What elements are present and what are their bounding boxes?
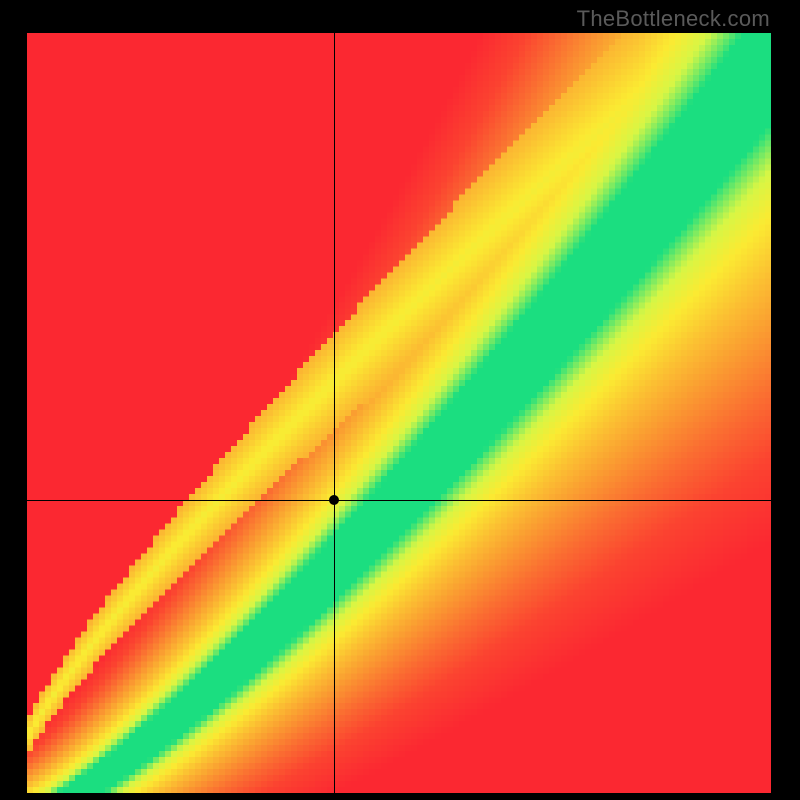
plot-area <box>27 33 771 793</box>
crosshair-vertical <box>334 33 335 793</box>
crosshair-horizontal <box>27 500 771 501</box>
watermark-text: TheBottleneck.com <box>577 6 770 32</box>
chart-container: TheBottleneck.com <box>0 0 800 800</box>
heatmap-canvas <box>27 33 771 793</box>
crosshair-marker <box>329 495 339 505</box>
